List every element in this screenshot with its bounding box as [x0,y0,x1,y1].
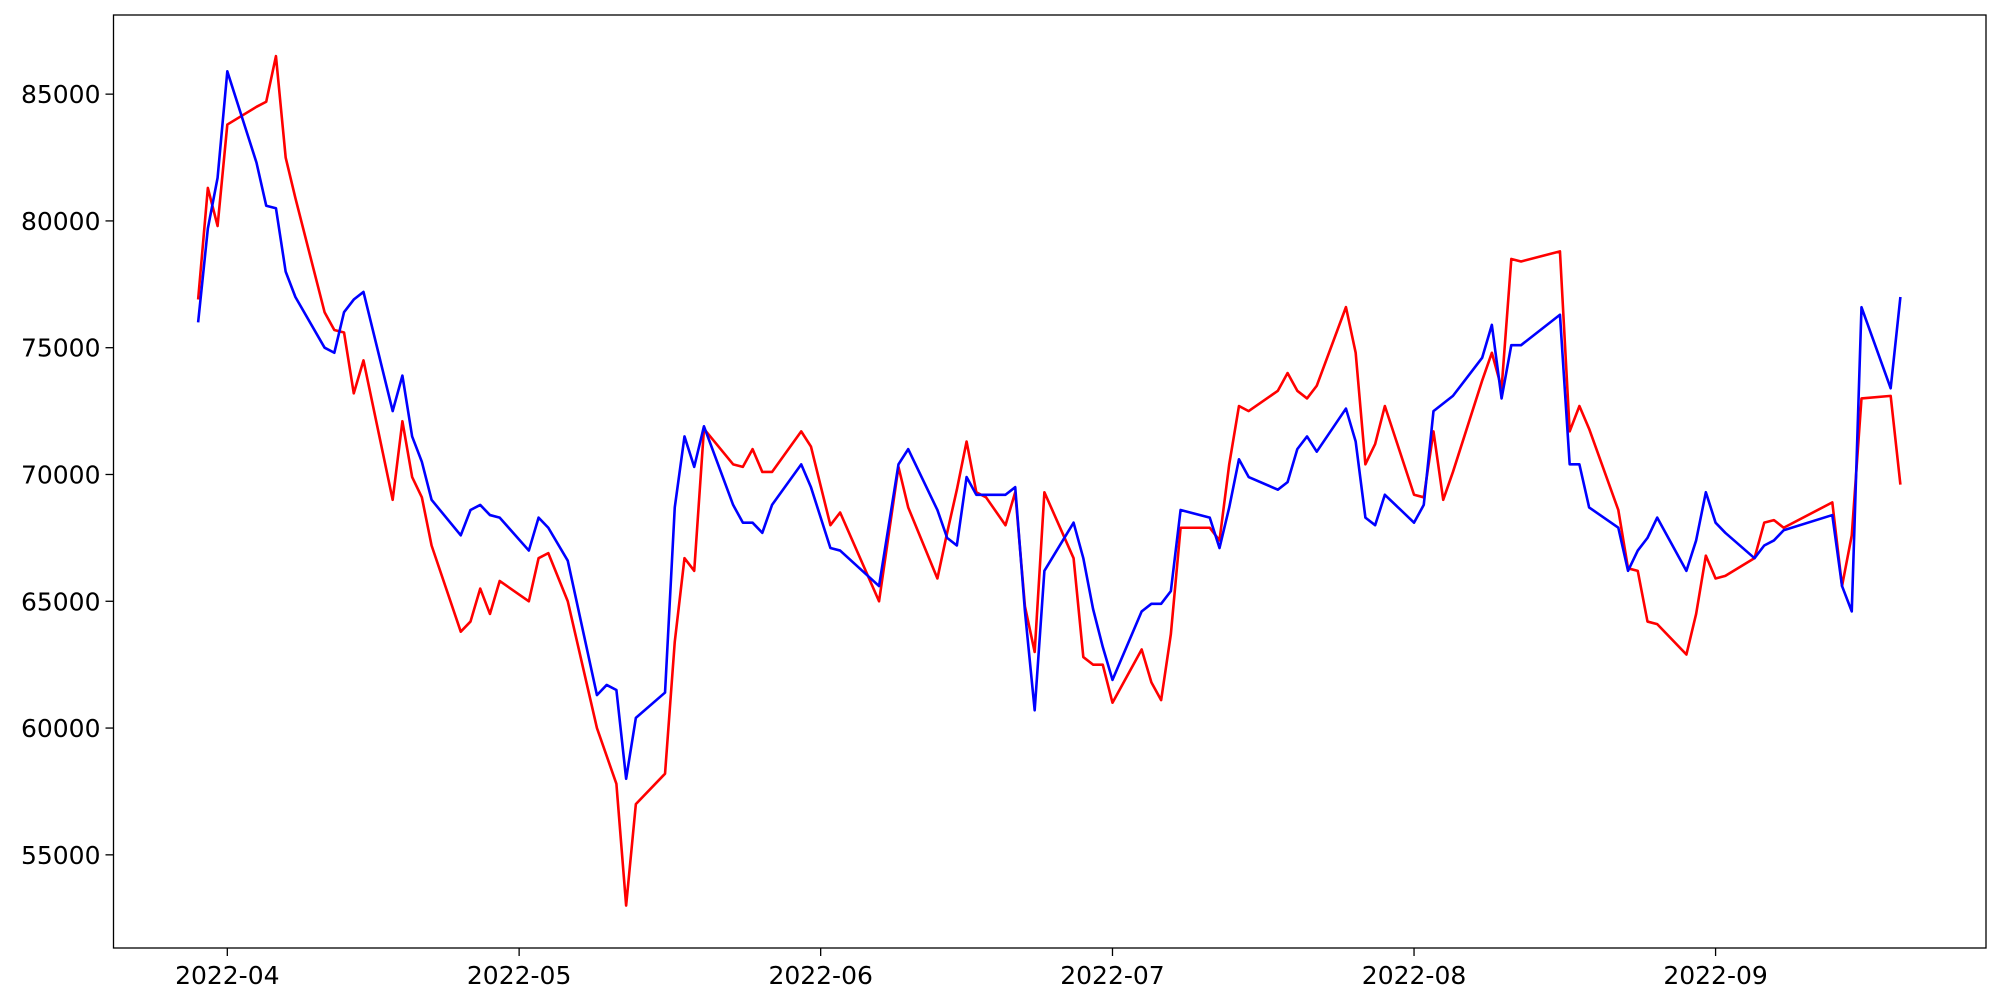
line-series [196,70,1902,781]
x-tick-label: 2022-07 [1060,961,1164,990]
plot-frame [112,14,1987,949]
x-tick-label: 2022-08 [1362,961,1466,990]
x-tick-label: 2022-05 [467,961,571,990]
y-tick-label: 65000 [21,587,101,616]
x-tick-label: 2022-06 [768,961,872,990]
x-tick-label: 2022-09 [1663,961,1767,990]
y-tick-label: 55000 [21,841,101,870]
line-series [196,54,1902,907]
y-tick-label: 80000 [21,207,101,236]
y-tick-label: 70000 [21,460,101,489]
y-tick-label: 75000 [21,334,101,363]
y-tick-label: 85000 [21,80,101,109]
x-tick-label: 2022-04 [175,961,279,990]
y-tick-label: 60000 [21,714,101,743]
